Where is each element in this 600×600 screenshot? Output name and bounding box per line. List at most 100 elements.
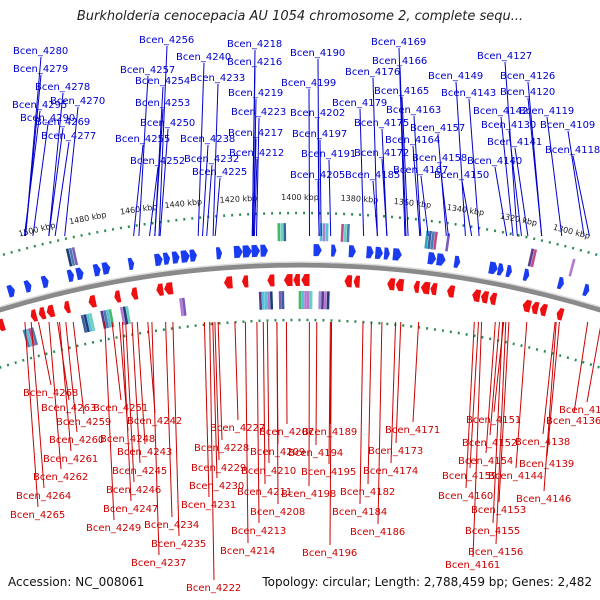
gene-arrow	[66, 269, 75, 283]
gene-label-forward: Bcen_4175	[354, 118, 409, 129]
gene-label-reverse: Bcen_4152	[462, 438, 517, 449]
gene-label-forward: Bcen_4218	[227, 39, 282, 50]
gene-label-forward: Bcen_4225	[192, 167, 247, 178]
kbp-label: 1480 kbp	[68, 210, 107, 226]
gene-label-reverse: Bcen_4154	[458, 456, 513, 467]
gene-label-forward-leader	[328, 159, 332, 237]
gene-label-forward-leader	[202, 144, 209, 237]
gene-label-forward-leader	[401, 96, 409, 237]
gene-arrow	[260, 244, 268, 257]
gene-arrow	[453, 255, 461, 268]
gene-label-reverse: Bcen_4251	[93, 403, 148, 414]
gene-label-forward: Bcen_4120	[500, 87, 555, 98]
gene-label-forward: Bcen_4279	[13, 64, 68, 75]
gene-label-forward: Bcen_4190	[290, 48, 345, 59]
gene-arrow	[488, 261, 498, 275]
gene-arrow	[38, 306, 47, 320]
gene-arrow	[539, 303, 548, 317]
gene-label-reverse: Bcen_4227	[210, 423, 265, 434]
gene-label-reverse: Bcen_4268	[23, 388, 78, 399]
gene-label-reverse-leader	[489, 321, 500, 436]
gene-label-forward: Bcen_4219	[228, 88, 283, 99]
gene-label-forward-leader	[572, 155, 590, 237]
gene-label-forward-leader	[197, 62, 205, 237]
gene-label-forward: Bcen_4158	[412, 153, 467, 164]
cog-block	[430, 231, 435, 250]
gene-labels: Bcen_4280Bcen_4279Bcen_4278Bcen_4270Bcen…	[10, 35, 600, 594]
gene-label-reverse: Bcen_4144	[488, 471, 543, 482]
gene-label-forward-leader	[317, 180, 320, 237]
gene-label-reverse: Bcen_4231	[181, 500, 236, 511]
gene-arrow	[413, 280, 420, 294]
gene-label-forward-leader	[308, 88, 310, 237]
gene-arrow	[430, 282, 438, 296]
gene-label-reverse-leader	[315, 321, 318, 446]
gene-label-forward: Bcen_4140	[467, 156, 522, 167]
gene-label-forward-leader	[48, 127, 64, 237]
gene-label-reverse-leader	[412, 321, 420, 423]
gene-arrow	[353, 275, 361, 288]
gene-label-forward: Bcen_4257	[120, 65, 175, 76]
gene-arrow	[233, 245, 243, 259]
gene-label-forward: Bcen_4150	[434, 170, 489, 181]
gene-arrow	[301, 274, 310, 287]
gene-label-forward-leader	[546, 116, 563, 237]
gene-label-reverse-leader	[24, 321, 39, 508]
gene-label-forward-leader	[256, 117, 260, 237]
gene-label-reverse-leader	[377, 321, 383, 525]
gene-arrow	[522, 299, 532, 313]
gene-arrow	[447, 285, 456, 298]
gene-label-forward-leader	[64, 106, 79, 237]
gene-label-forward-leader	[252, 138, 257, 237]
gene-label-reverse: Bcen_4248	[100, 434, 155, 445]
kbp-label: 1340 kbp	[446, 203, 485, 218]
kbp-label: 1420 kbp	[219, 194, 257, 205]
cog-block	[433, 231, 438, 250]
gene-label-forward-leader	[159, 128, 169, 237]
gene-label-forward: Bcen_4179	[332, 98, 387, 109]
gene-label-forward-leader	[206, 164, 213, 237]
gene-label-forward: Bcen_4172	[354, 148, 409, 159]
gene-label-reverse: Bcen_4263	[41, 403, 96, 414]
gene-label-reverse-leader	[30, 321, 45, 489]
gene-label-forward: Bcen_4252	[130, 156, 185, 167]
gene-arrow	[556, 276, 564, 290]
gene-arrow	[480, 290, 490, 304]
gene-label-forward-leader	[527, 97, 543, 237]
cog-block	[267, 291, 271, 310]
cog-block	[445, 233, 451, 252]
gene-label-forward-leader	[439, 163, 449, 237]
gene-label-reverse-leader	[262, 321, 266, 485]
gene-label-reverse: Bcen_4139	[519, 459, 574, 470]
gene-arrow	[242, 245, 252, 258]
cog-block	[269, 291, 274, 310]
gene-arrow	[75, 267, 84, 281]
cog-block	[30, 327, 39, 346]
cog-block	[340, 223, 344, 242]
gene-arrow	[156, 283, 164, 296]
gene-label-reverse-leader	[256, 321, 260, 524]
cog-block	[86, 313, 93, 332]
gene-arrow	[531, 301, 540, 315]
gene-label-forward: Bcen_4176	[345, 67, 400, 78]
gene-label-forward-leader	[455, 81, 466, 237]
gene-label-forward-leader	[413, 115, 422, 237]
cog-block	[568, 258, 576, 277]
gene-label-forward: Bcen_4127	[477, 51, 532, 62]
gene-label-forward: Bcen_4255	[115, 134, 170, 145]
gene-label-forward-leader	[251, 67, 256, 237]
gene-label-reverse-leader	[542, 321, 556, 435]
gene-arrow	[374, 246, 383, 260]
gene-label-reverse-leader	[48, 321, 62, 470]
inner-tick-ring	[0, 318, 600, 369]
kbp-label: 1360 kbp	[393, 197, 431, 210]
gene-label-reverse: Bcen_4210	[241, 466, 296, 477]
gene-label-reverse: Bcen_4229	[191, 463, 246, 474]
gene-label-forward: Bcen_4126	[500, 71, 555, 82]
gene-arrow	[436, 253, 446, 266]
gene-label-reverse: Bcen_4146	[516, 494, 571, 505]
gene-label-reverse: Bcen_4208	[250, 507, 305, 518]
cog-block	[80, 314, 88, 333]
gene-label-forward: Bcen_4109	[540, 120, 595, 131]
gene-arrow	[6, 284, 15, 298]
